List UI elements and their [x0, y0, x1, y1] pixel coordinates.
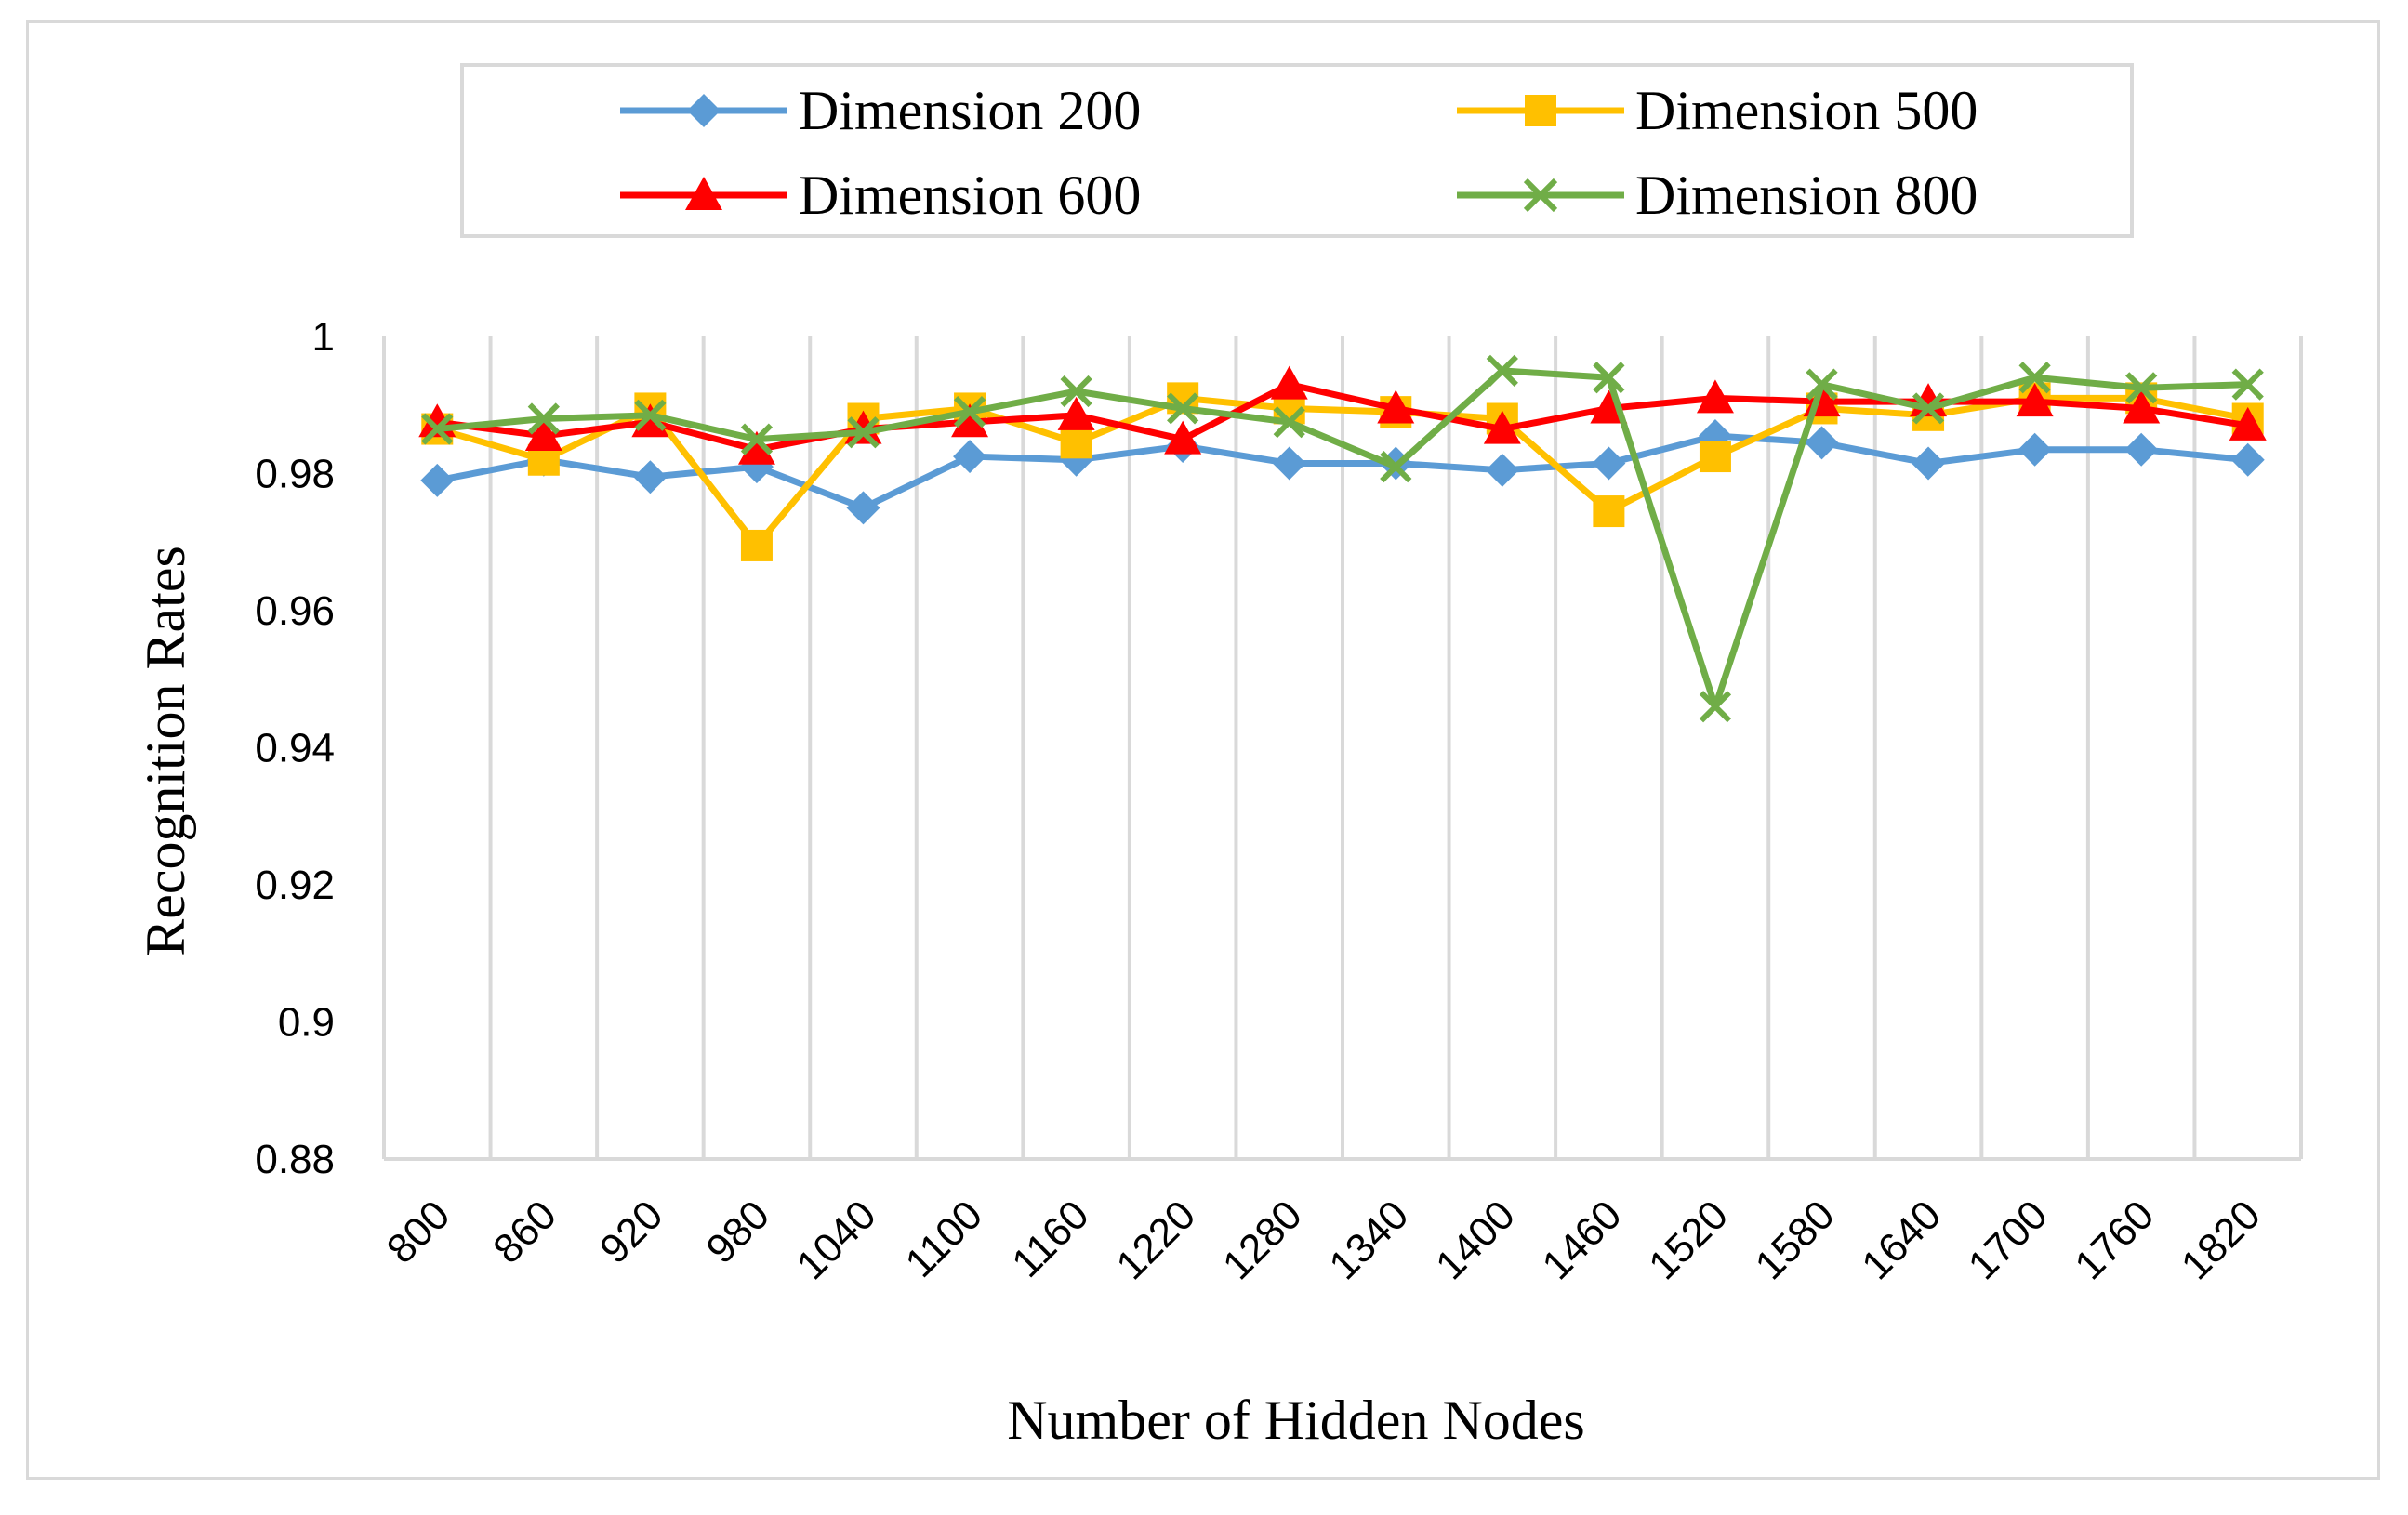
y-axis-ticks: 0.88 0.9 0.92 0.94 0.96 0.98 1: [255, 314, 335, 1182]
data-point: [1270, 365, 1308, 400]
x-tick-label: 1100: [897, 1192, 992, 1286]
data-point: [1060, 375, 1092, 408]
data-point: [740, 529, 773, 561]
data-point: [1699, 691, 1732, 723]
data-point: [1273, 406, 1305, 439]
legend-item-dimension-600: Dimension 600: [620, 158, 1141, 232]
data-point: [2229, 406, 2267, 441]
x-tick-label: 1820: [2173, 1192, 2269, 1288]
x-tick-label: 1280: [1214, 1192, 1311, 1288]
y-tick-label: 1: [312, 314, 335, 360]
legend-marker-x-icon: [1457, 178, 1624, 213]
legend-item-dimension-800: Dimension 800: [1457, 158, 1978, 232]
data-point: [1699, 441, 1731, 473]
data-point: [527, 402, 560, 435]
x-tick-label: 1400: [1427, 1192, 1524, 1288]
data-point: [2016, 383, 2054, 417]
y-tick-label: 0.88: [255, 1137, 335, 1182]
chart-frame: [26, 20, 2380, 1480]
data-point: [953, 440, 987, 474]
data-point: [1592, 446, 1626, 481]
data-point: [1486, 354, 1518, 387]
data-point: [737, 430, 775, 465]
data-point: [524, 416, 562, 451]
y-tick-label: 0.9: [278, 1000, 335, 1046]
series-lines: [418, 354, 2267, 723]
data-point: [2231, 368, 2264, 401]
x-tick-label: 1220: [1107, 1192, 1204, 1288]
data-point: [1167, 392, 1199, 425]
y-tick-label: 0.94: [255, 726, 335, 771]
x-axis-ticks: 800 860 920 980 1040 1100 1160 1220 1280 1340 1400…: [378, 1192, 2269, 1288]
y-tick-label: 0.96: [255, 588, 335, 634]
data-point: [634, 399, 667, 431]
data-point: [847, 416, 880, 449]
data-point: [1164, 420, 1202, 454]
x-tick-label: 1580: [1747, 1192, 1844, 1288]
legend-label: Dimension 500: [1635, 79, 1978, 141]
legend-label: Dimension 800: [1635, 164, 1978, 226]
x-tick-label: 1160: [1003, 1192, 1098, 1286]
data-point: [2018, 432, 2052, 467]
data-point: [1057, 396, 1095, 430]
data-point: [1380, 451, 1412, 483]
x-tick-label: 1040: [788, 1192, 885, 1288]
legend-marker-diamond-icon: [620, 94, 787, 127]
y-axis-title: Recognition Rates: [135, 546, 196, 956]
x-tick-label: 980: [697, 1192, 778, 1272]
x-tick-label: 1520: [1640, 1192, 1737, 1288]
data-point: [740, 423, 774, 455]
data-point: [1593, 362, 1625, 394]
series-line: [436, 367, 2248, 710]
data-point: [1593, 495, 1625, 528]
legend-label: Dimension 200: [799, 79, 1142, 141]
y-tick-label: 0.92: [255, 863, 335, 908]
series-line: [436, 432, 2249, 511]
data-point: [1912, 446, 1946, 481]
gridlines: [382, 336, 2303, 1161]
data-point: [1912, 392, 1945, 425]
y-tick-label: 0.98: [255, 452, 335, 497]
series-dimension-800: [421, 354, 2264, 723]
data-point: [2018, 362, 2051, 394]
data-point: [633, 460, 668, 494]
x-tick-label: 1760: [2066, 1192, 2163, 1288]
data-point: [1483, 410, 1521, 444]
data-point: [631, 403, 669, 438]
legend-item-dimension-500: Dimension 500: [1457, 73, 1978, 148]
legend: Dimension 200 Dimension 500 Dimension 60…: [460, 63, 2134, 238]
x-tick-label: 800: [378, 1192, 459, 1272]
data-point: [2125, 372, 2158, 404]
x-tick-label: 1700: [1960, 1192, 2057, 1288]
data-point: [1806, 368, 1838, 401]
legend-marker-square-icon: [1457, 95, 1624, 126]
data-point: [2124, 432, 2159, 467]
data-point: [1696, 379, 1734, 414]
data-point: [1377, 389, 1415, 424]
data-point: [421, 413, 454, 445]
x-tick-label: 1340: [1320, 1192, 1417, 1288]
legend-label: Dimension 600: [799, 164, 1142, 226]
series-line: [436, 394, 2249, 549]
legend-item-dimension-200: Dimension 200: [620, 73, 1141, 148]
legend-marker-triangle-icon: [620, 177, 787, 210]
data-point: [1485, 453, 1519, 487]
data-point: [953, 396, 986, 428]
data-point: [2123, 389, 2161, 424]
x-tick-label: 860: [484, 1192, 565, 1272]
x-tick-label: 920: [591, 1192, 672, 1272]
data-point: [1805, 426, 1839, 460]
x-axis-title: Number of Hidden Nodes: [1007, 1390, 1585, 1451]
x-tick-label: 1460: [1534, 1192, 1631, 1288]
data-point: [2230, 442, 2265, 477]
data-point: [846, 491, 880, 525]
data-point: [1060, 427, 1092, 459]
data-point: [951, 403, 989, 438]
x-tick-label: 1640: [1853, 1192, 1950, 1288]
data-point: [1272, 446, 1306, 481]
data-point: [420, 463, 455, 497]
